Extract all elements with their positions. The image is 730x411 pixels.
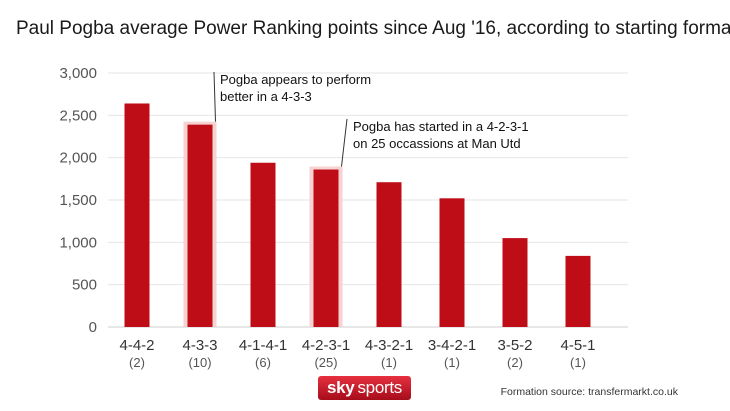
bar — [376, 182, 402, 327]
x-tick-sublabel: (25) — [314, 355, 337, 370]
sky-sports-logo: sky sports — [318, 376, 411, 400]
annotation-leader — [341, 118, 348, 167]
x-tick-sublabel: (2) — [129, 355, 145, 370]
x-tick-label: 4-2-3-1 — [302, 337, 350, 354]
x-tick-sublabel: (2) — [507, 355, 523, 370]
x-tick-sublabel: (1) — [570, 355, 586, 370]
bar — [124, 103, 150, 327]
gridlines — [108, 72, 628, 328]
bar — [250, 162, 276, 327]
annotations: Pogba appears to perform better in a 4-3-… — [213, 71, 529, 167]
y-tick-label: 1,500 — [59, 192, 97, 209]
annotation-text: Pogba has started in a 4-2-3-1 — [353, 119, 529, 134]
x-tick-label: 4-3-2-1 — [365, 337, 413, 354]
x-tick-sublabel: (6) — [255, 355, 271, 370]
bar — [439, 198, 465, 327]
bar — [187, 124, 213, 327]
y-tick-label: 1,000 — [59, 234, 97, 251]
bars — [124, 103, 591, 327]
y-tick-label: 2,500 — [59, 107, 97, 124]
bar — [502, 238, 528, 327]
x-tick-sublabel: (1) — [381, 355, 397, 370]
annotation-leader — [213, 71, 216, 122]
bar — [313, 169, 339, 327]
y-tick-label: 3,000 — [59, 65, 97, 82]
y-tick-label: 2,000 — [59, 150, 97, 167]
source-note: Formation source: transfermarkt.co.uk — [500, 386, 678, 398]
x-tick-sublabel: (1) — [444, 355, 460, 370]
annotation-text: on 25 occassions at Man Utd — [353, 136, 521, 151]
x-tick-label: 4-5-1 — [560, 337, 595, 354]
chart-title: Paul Pogba average Power Ranking points … — [16, 18, 730, 39]
x-tick-label: 3-4-2-1 — [428, 337, 476, 354]
annotation-text: better in a 4-3-3 — [220, 89, 312, 104]
x-tick-label: 4-1-4-1 — [239, 337, 287, 354]
x-tick-sublabel: (10) — [188, 355, 211, 370]
x-axis: 4-4-2(2)4-3-3(10)4-1-4-1(6)4-2-3-1(25)4-… — [119, 337, 595, 370]
y-tick-label: 0 — [89, 319, 97, 336]
x-tick-label: 4-3-3 — [182, 337, 217, 354]
y-tick-label: 500 — [72, 277, 97, 294]
annotation-text: Pogba appears to perform — [220, 72, 371, 87]
x-tick-label: 4-4-2 — [119, 337, 154, 354]
bar — [565, 255, 591, 327]
x-tick-label: 3-5-2 — [497, 337, 532, 354]
y-axis: 0 500 1,000 1,500 2,000 2,500 3,000 — [59, 65, 97, 336]
